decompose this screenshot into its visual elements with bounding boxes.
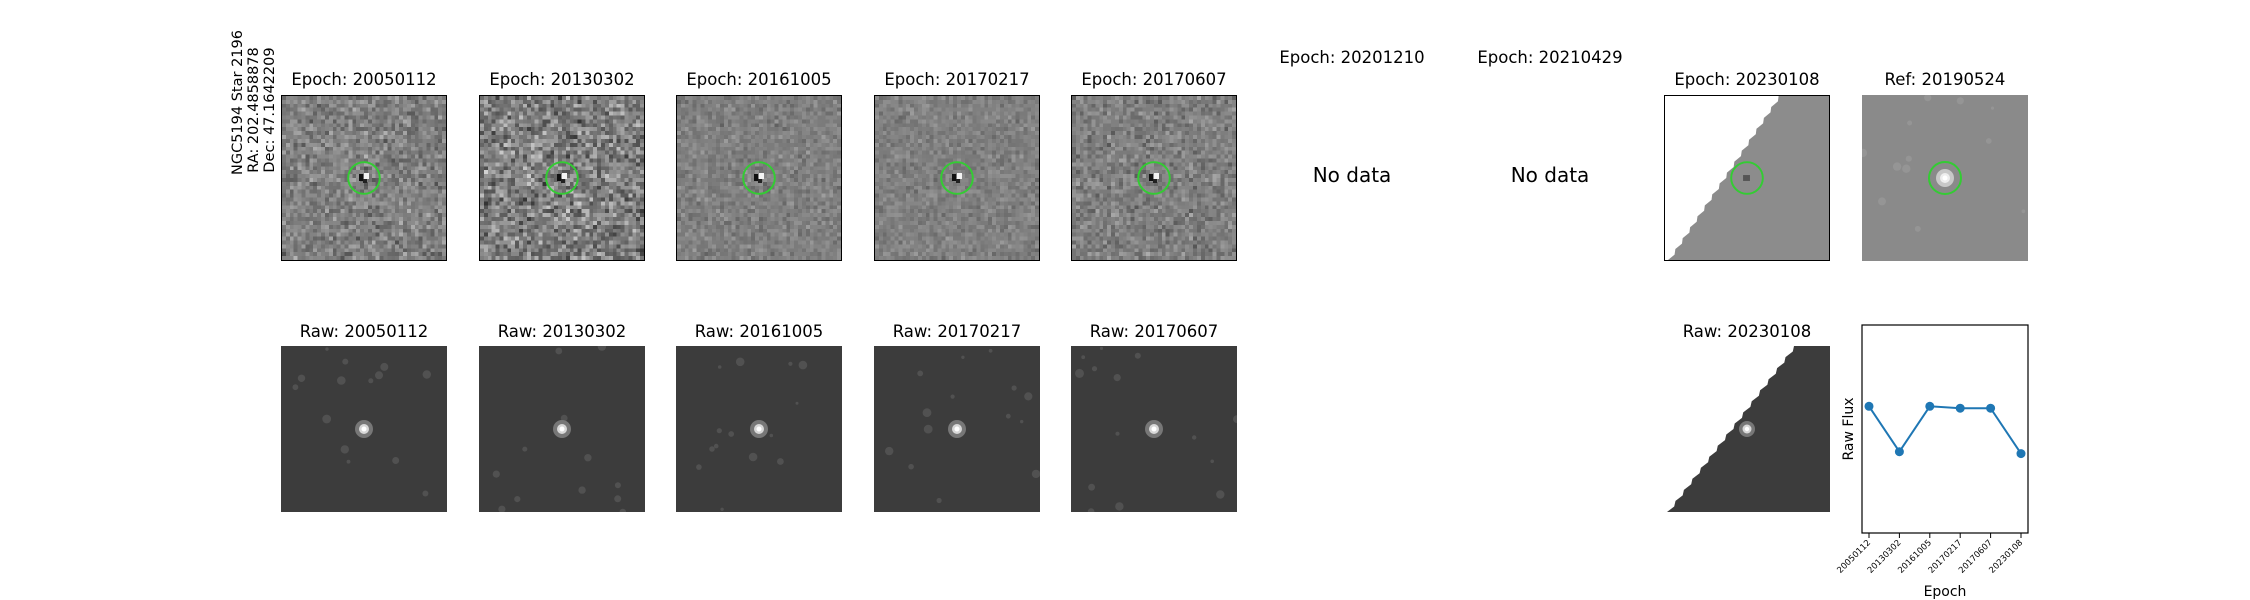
- diff-image-5: [1071, 95, 1237, 261]
- raw-title-3: Raw: 20161005: [694, 322, 824, 341]
- raw-image-5: [1071, 346, 1237, 512]
- flux-plot-area: [1861, 324, 2029, 534]
- flux-chart: 2005011220130302201610052017021720170607…: [1835, 324, 2029, 600]
- raw-title-5: Raw: 20170607: [1089, 322, 1219, 341]
- diff-title-2: Epoch: 20130302: [489, 70, 635, 89]
- diff-image-8-canvas: [1667, 96, 1829, 260]
- raw-title-2: Raw: 20130302: [497, 322, 627, 341]
- diff-image-2: [479, 95, 645, 261]
- flux-point-2: [1894, 447, 1904, 457]
- diff-title-6: Epoch: 20201210: [1279, 48, 1425, 67]
- raw-image-5-canvas: [1071, 346, 1237, 512]
- raw-image-2: [479, 346, 645, 512]
- ref-image-canvas: [1862, 95, 2028, 261]
- flux-y-label: Raw Flux: [1841, 398, 1857, 461]
- diff-image-1-canvas: [282, 96, 446, 260]
- raw-image-3-canvas: [676, 346, 842, 512]
- diff-image-3: [676, 95, 842, 261]
- target-ra: RA: 202.4858878: [246, 47, 262, 173]
- diff-title-5: Epoch: 20170607: [1081, 70, 1227, 89]
- diff-title-8: Epoch: 20230108: [1674, 70, 1820, 89]
- target-dec: Dec: 47.1642209: [262, 47, 278, 173]
- raw-title-6: Raw: 20230108: [1682, 322, 1812, 341]
- no-data-7: No data: [1510, 163, 1590, 187]
- flux-point-1: [1864, 401, 1874, 411]
- ref-image: [1862, 95, 2028, 261]
- flux-x-label: Epoch: [1924, 584, 1967, 600]
- diff-title-3: Epoch: 20161005: [686, 70, 832, 89]
- diff-title-4: Epoch: 20170217: [884, 70, 1030, 89]
- raw-title-1: Raw: 20050112: [299, 322, 429, 341]
- diff-title-7: Epoch: 20210429: [1477, 48, 1623, 67]
- flux-x-ticks: 2005011220130302201610052017021720170607…: [1835, 533, 2025, 576]
- target-name: NGC5194 Star 2196: [230, 30, 246, 175]
- flux-point-3: [1925, 401, 1935, 411]
- diff-image-3-canvas: [677, 96, 841, 260]
- raw-image-1-canvas: [281, 346, 447, 512]
- flux-point-5: [1986, 403, 1996, 413]
- ref-title: Ref: 20190524: [1884, 70, 2006, 89]
- raw-image-6-canvas: [1667, 346, 1830, 512]
- raw-image-1: [281, 346, 447, 512]
- no-data-6: No data: [1312, 163, 1392, 187]
- flux-series-points: [1864, 401, 2026, 459]
- diff-image-2-canvas: [480, 96, 644, 260]
- raw-title-4: Raw: 20170217: [892, 322, 1022, 341]
- diff-image-8: [1664, 95, 1830, 261]
- raw-image-4-canvas: [874, 346, 1040, 512]
- raw-image-2-canvas: [479, 346, 645, 512]
- diff-image-5-canvas: [1072, 96, 1236, 260]
- diff-title-1: Epoch: 20050112: [291, 70, 437, 89]
- target-label: NGC5194 Star 2196 RA: 202.4858878 Dec: 4…: [230, 30, 278, 175]
- raw-image-4: [874, 346, 1040, 512]
- diff-image-4-canvas: [875, 96, 1039, 260]
- raw-image-3: [676, 346, 842, 512]
- raw-image-6: [1664, 346, 1830, 512]
- diff-image-1: [281, 95, 447, 261]
- diff-image-4: [874, 95, 1040, 261]
- flux-point-6: [2016, 449, 2026, 459]
- flux-point-4: [1955, 403, 1965, 413]
- flux-series-line: [1868, 405, 2022, 455]
